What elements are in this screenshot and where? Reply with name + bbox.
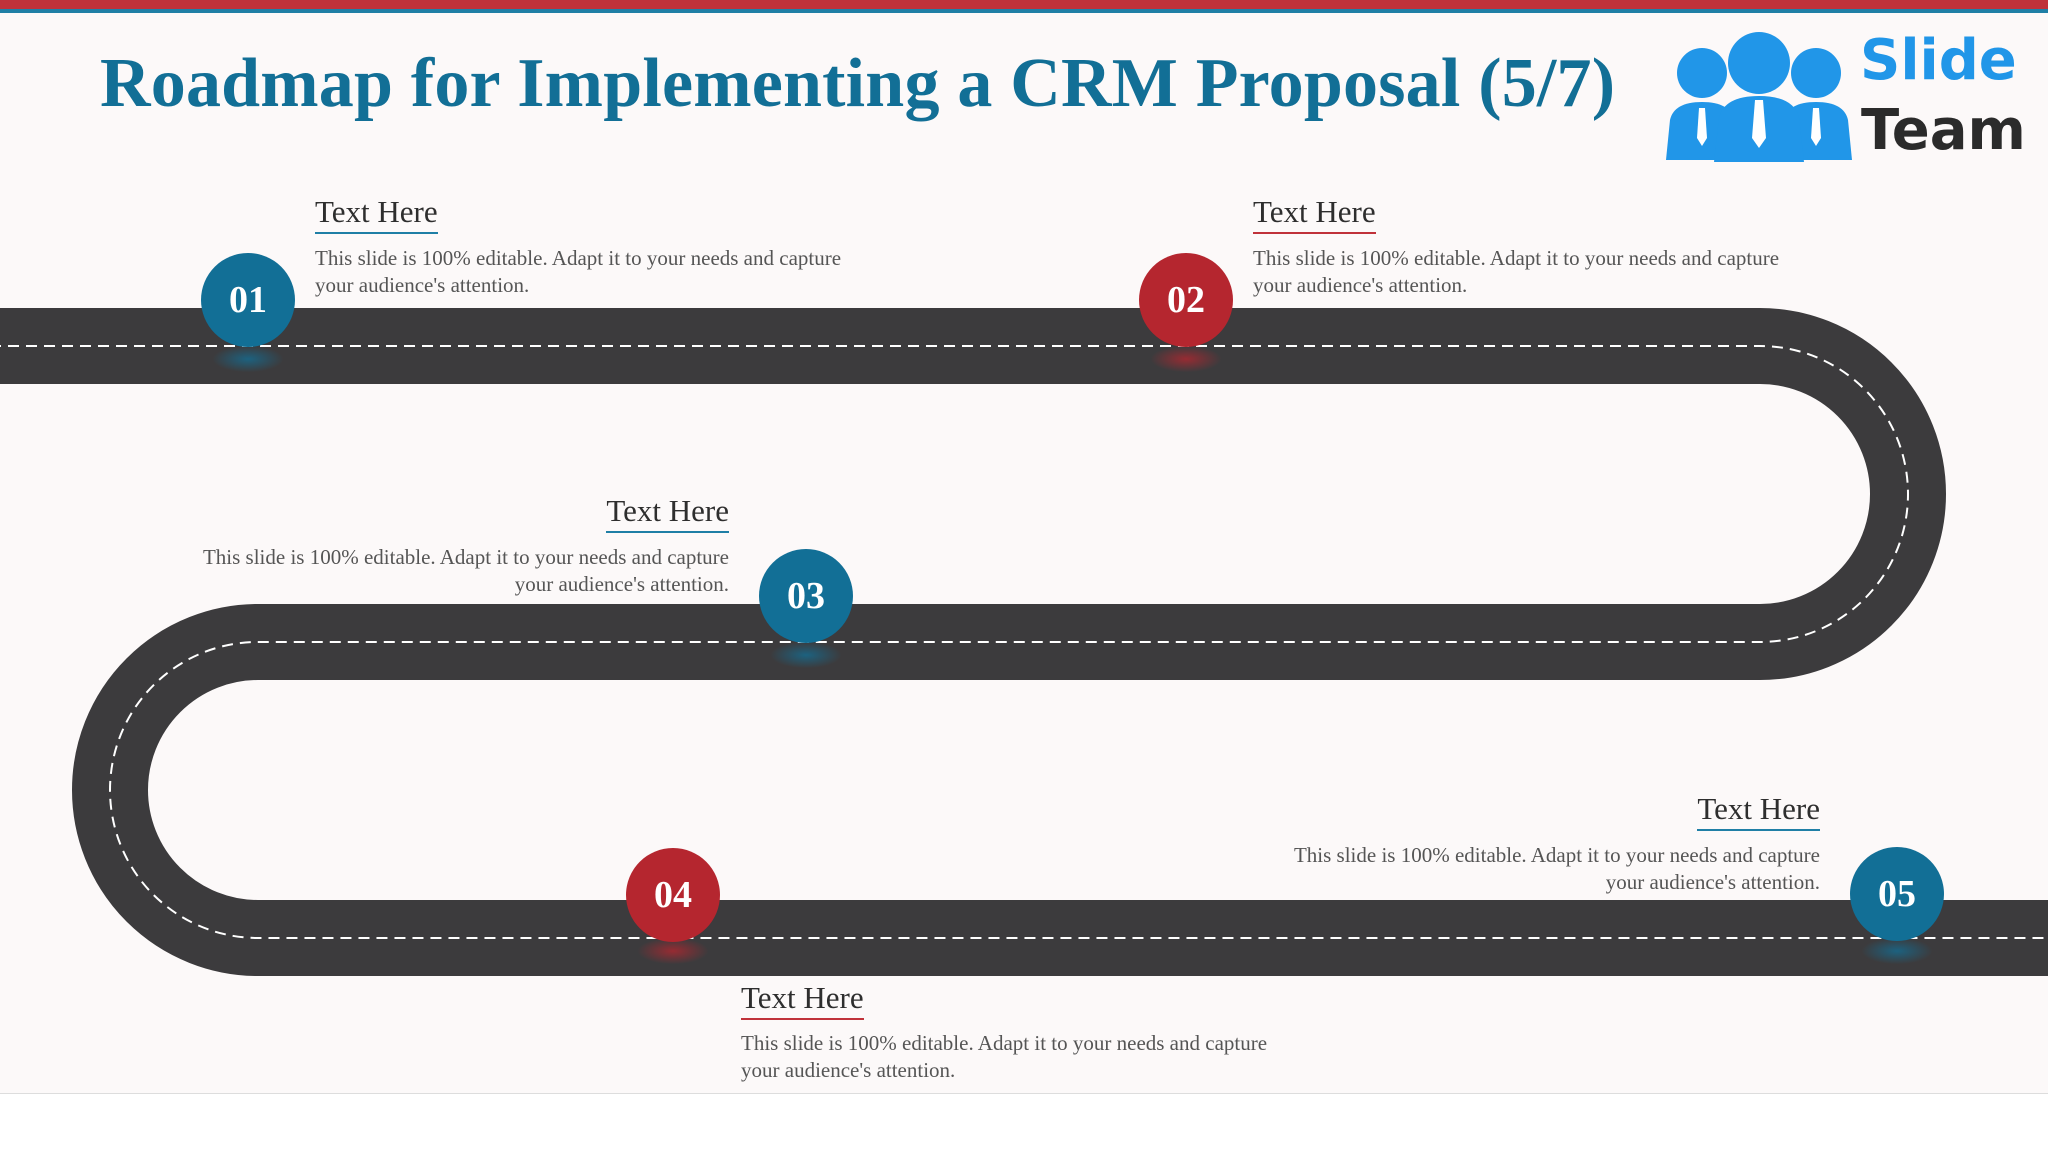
step-marker-04: 04 <box>626 848 720 942</box>
step-heading-03: Text Here <box>606 493 729 533</box>
step-text-03: This slide is 100% editable. Adapt it to… <box>202 545 729 596</box>
step-heading-01: Text Here <box>315 194 438 234</box>
step-heading-05: Text Here <box>1697 791 1820 831</box>
slide: Roadmap for Implementing a CRM Proposal … <box>0 0 2048 1094</box>
step-heading-04: Text Here <box>741 980 864 1020</box>
marker-shadow-01 <box>213 346 283 372</box>
step-text-02: This slide is 100% editable. Adapt it to… <box>1253 246 1780 297</box>
top-accent-bar-blue <box>0 9 2048 13</box>
logo-text-slide: Slide <box>1860 28 2017 93</box>
road-center-line <box>0 345 2048 939</box>
step-heading-02: Text Here <box>1253 194 1376 234</box>
step-marker-05: 05 <box>1850 847 1944 941</box>
slide-title: Roadmap for Implementing a CRM Proposal … <box>100 45 1616 122</box>
roadmap-road <box>0 308 2048 976</box>
step-text-04: This slide is 100% editable. Adapt it to… <box>741 1031 1268 1082</box>
logo-text-team: Team <box>1861 98 2026 163</box>
top-accent-bar-red <box>0 0 2048 9</box>
step-text-01: This slide is 100% editable. Adapt it to… <box>315 246 842 297</box>
step-marker-02: 02 <box>1139 253 1233 347</box>
people-icon <box>1666 32 1852 162</box>
marker-shadow-02 <box>1151 346 1221 372</box>
step-marker-01: 01 <box>201 253 295 347</box>
marker-shadow-03 <box>771 642 841 668</box>
marker-shadow-04 <box>638 938 708 964</box>
step-text-05: This slide is 100% editable. Adapt it to… <box>1293 843 1820 894</box>
slideteam-logo: Slide Team <box>1664 28 2026 170</box>
step-marker-03: 03 <box>759 549 853 643</box>
marker-shadow-05 <box>1862 938 1932 964</box>
